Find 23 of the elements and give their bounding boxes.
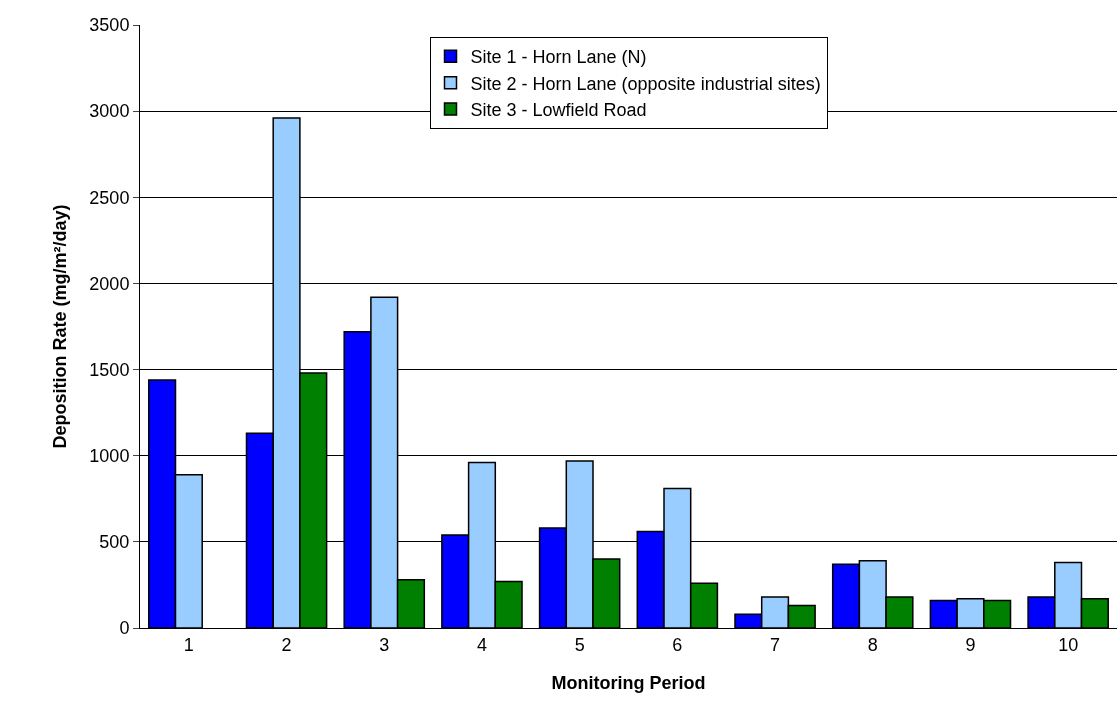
x-tick-label: 4 bbox=[476, 634, 487, 655]
x-tick-label: 2 bbox=[281, 634, 292, 655]
x-tick-label: 5 bbox=[574, 634, 585, 655]
legend-label: Site 1 - Horn Lane (N) bbox=[470, 47, 647, 68]
x-tick-label: 8 bbox=[867, 634, 878, 655]
y-axis-title: Deposition Rate (mg/m²/day) bbox=[49, 204, 70, 449]
y-tick-label: 1500 bbox=[89, 359, 130, 380]
legend-label: Site 2 - Horn Lane (opposite industrial sites) bbox=[470, 73, 821, 94]
x-tick-label: 9 bbox=[965, 634, 976, 655]
y-tick-label: 0 bbox=[119, 618, 130, 639]
y-tick-label: 2000 bbox=[89, 273, 130, 294]
legend-label: Site 3 - Lowfield Road bbox=[470, 100, 647, 121]
y-tick-label: 1000 bbox=[89, 446, 130, 467]
x-tick-label: 3 bbox=[379, 634, 390, 655]
x-tick-label: 6 bbox=[672, 634, 683, 655]
x-axis-title: Monitoring Period bbox=[551, 672, 706, 693]
x-tick-label: 7 bbox=[770, 634, 781, 655]
y-tick-label: 3000 bbox=[89, 101, 130, 122]
x-tick-label: 10 bbox=[1058, 634, 1079, 655]
y-tick-label: 3500 bbox=[89, 15, 130, 36]
y-tick-label: 2500 bbox=[89, 187, 130, 208]
x-tick-label: 1 bbox=[183, 634, 194, 655]
y-tick-label: 500 bbox=[99, 532, 130, 553]
